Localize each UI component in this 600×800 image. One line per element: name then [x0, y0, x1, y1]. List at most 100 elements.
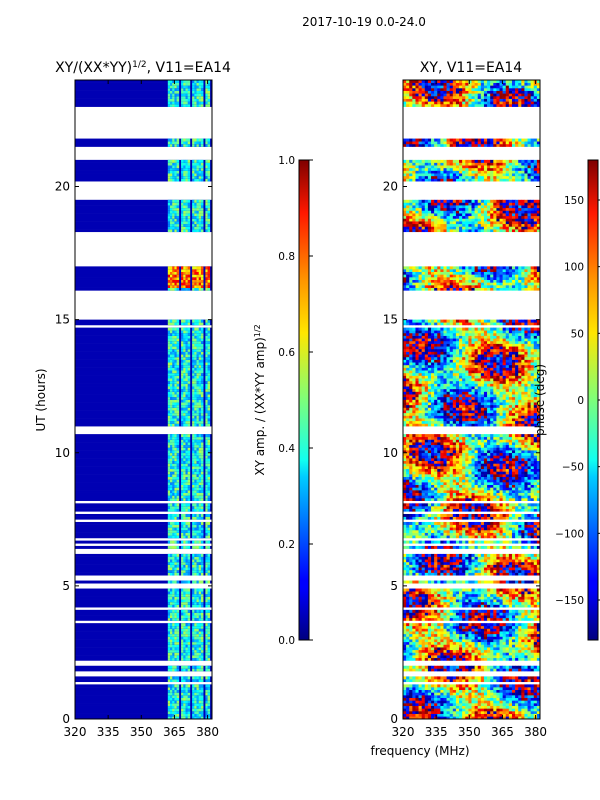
amp-cell: [176, 98, 180, 102]
amp-cell: [207, 93, 211, 97]
amp-cell: [187, 713, 191, 717]
amp-cell: [185, 591, 188, 595]
amp-cell: [207, 434, 211, 438]
phase-cell: [477, 695, 482, 698]
phase-cell: [515, 649, 519, 653]
phase-cell: [415, 668, 419, 672]
amp-cell: [187, 332, 191, 336]
amp-cell: [192, 407, 195, 411]
phase-cell: [496, 631, 500, 635]
amp-cell: [198, 708, 202, 712]
amp-cell: [174, 615, 177, 619]
amp-cell: [194, 591, 197, 595]
amp-cell: [181, 482, 184, 485]
amp-cell: [181, 665, 184, 669]
amp-row: [75, 580, 212, 584]
amp-cell: [183, 229, 186, 233]
phase-cell: [483, 596, 488, 600]
amp-cell: [198, 468, 202, 472]
amp-cell: [181, 572, 184, 576]
phase-cell: [477, 697, 482, 701]
amp-cell: [194, 269, 197, 272]
phase-cell: [412, 572, 416, 576]
phase-cell: [424, 639, 429, 643]
amp-cell: [205, 165, 208, 169]
amp-cell: [192, 402, 195, 406]
phase-cell: [505, 612, 510, 616]
amp-cell: [176, 279, 180, 283]
phase-cell: [493, 561, 497, 565]
phase-cell: [434, 676, 438, 680]
amp-cell: [200, 85, 204, 89]
amp-cell: [200, 631, 204, 635]
amp-cell: [207, 596, 211, 600]
amp-cell: [176, 207, 180, 211]
amp-cell: [200, 524, 204, 528]
phase-cell: [465, 647, 469, 651]
amp-cell: [185, 647, 188, 651]
amp-cell: [198, 340, 202, 344]
amp-cell: [194, 218, 197, 222]
amp-row: [75, 80, 212, 83]
phase-cell: [530, 703, 535, 706]
amp-cell: [174, 705, 177, 709]
amp-cell: [194, 229, 197, 233]
amp-cell: [170, 679, 173, 683]
amp-cell: [181, 617, 184, 621]
amp-cell: [174, 380, 177, 384]
phase-cell: [524, 569, 528, 573]
phase-cell: [415, 609, 419, 613]
phase-cell: [459, 695, 463, 698]
amp-cell: [194, 516, 197, 520]
amp-cell: [198, 386, 202, 390]
phase-cell: [452, 623, 457, 627]
amp-cell: [192, 487, 195, 491]
amp-cell: [176, 599, 180, 603]
amp-cell: [196, 141, 200, 145]
phase-cell: [471, 679, 475, 683]
phase-cell: [421, 628, 426, 632]
phase-cell: [524, 628, 528, 632]
phase-cell: [412, 713, 416, 717]
phase-cell: [443, 601, 447, 605]
phase-cell: [499, 564, 503, 568]
amp-cell: [185, 628, 188, 632]
amp-cell: [167, 532, 171, 536]
phase-cell: [443, 708, 447, 712]
amp-cell: [198, 644, 202, 648]
amp-cell: [176, 553, 180, 557]
phase-cell: [443, 711, 447, 714]
amp-cell: [183, 545, 186, 549]
phase-cell: [431, 572, 435, 576]
phase-cell: [449, 601, 454, 605]
amp-cell: [181, 508, 184, 512]
phase-cell: [524, 623, 528, 627]
phase-cell: [452, 615, 457, 619]
amp-cell: [198, 711, 202, 714]
phase-cell: [424, 593, 429, 597]
amp-cell: [181, 652, 184, 656]
phase-cell: [465, 689, 469, 693]
phase-cell: [412, 604, 416, 608]
amp-cell: [205, 332, 208, 336]
amp-cell: [192, 628, 195, 632]
amp-row: [75, 506, 212, 509]
amp-row: [75, 540, 212, 544]
amp-cell: [187, 266, 191, 270]
amp-cell: [167, 221, 171, 225]
amp-cell: [181, 588, 184, 592]
amp-cell: [174, 569, 177, 573]
phase-cell: [483, 599, 488, 603]
amp-cell: [200, 335, 204, 339]
amp-cell: [198, 380, 202, 384]
amp-cell: [192, 159, 195, 163]
amp-row: [75, 495, 212, 499]
amp-cell: [192, 410, 195, 414]
phase-cell: [409, 591, 413, 595]
phase-cell: [471, 657, 475, 661]
amp-cell: [183, 439, 186, 443]
amp-cell: [198, 540, 202, 544]
phase-cell: [536, 601, 540, 605]
amp-cell: [205, 138, 208, 142]
phase-cell: [449, 591, 454, 595]
